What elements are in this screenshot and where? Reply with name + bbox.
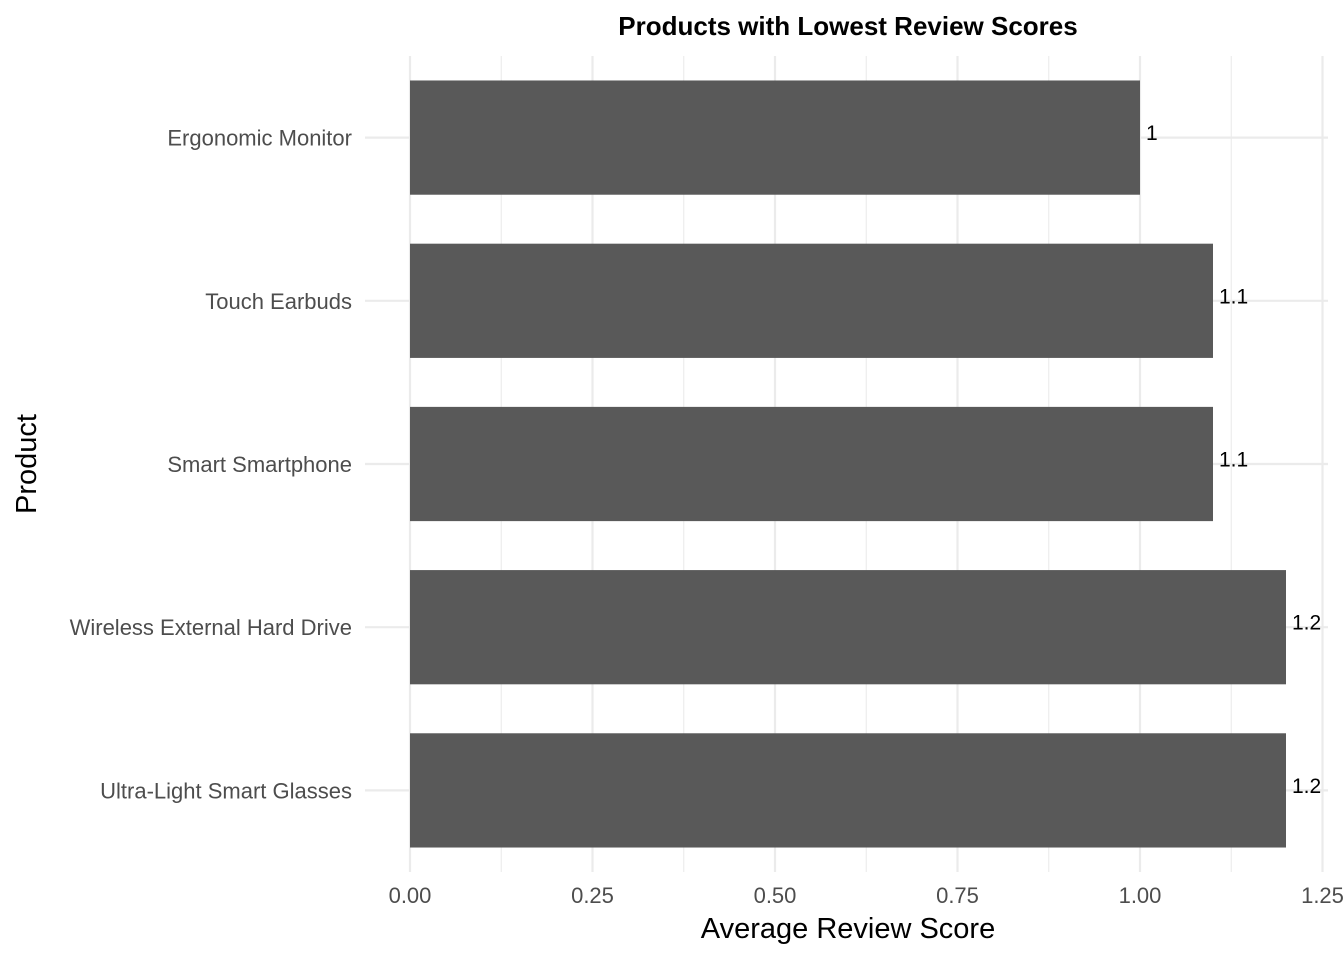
x-tick-label: 0.50	[754, 883, 797, 908]
bar	[410, 733, 1286, 848]
y-axis-title: Product	[11, 414, 43, 514]
bars	[410, 80, 1286, 848]
x-axis-ticks: 0.00 0.25 0.50 0.75 1.00 1.25	[389, 883, 1344, 908]
y-tick-label: Ergonomic Monitor	[167, 126, 352, 151]
bar	[410, 243, 1213, 358]
x-axis-title: Average Review Score	[701, 913, 995, 945]
x-tick-label: 1.25	[1301, 883, 1344, 908]
y-tick-label: Wireless External Hard Drive	[70, 615, 352, 640]
bar	[410, 406, 1213, 522]
bar	[410, 570, 1286, 685]
x-tick-label: 0.25	[571, 883, 614, 908]
y-tick-label: Smart Smartphone	[167, 452, 352, 477]
data-labels: 1 1.1 1.1 1.2 1.2	[1146, 122, 1321, 798]
bar	[410, 80, 1140, 195]
y-axis-ticks: Ergonomic Monitor Touch Earbuds Smart Smar…	[70, 126, 352, 804]
x-tick-label: 0.75	[936, 883, 979, 908]
x-tick-label: 0.00	[389, 883, 432, 908]
bar-value-label: 1.1	[1219, 449, 1248, 472]
chart-title: Products with Lowest Review Scores	[618, 11, 1077, 41]
y-tick-label: Ultra-Light Smart Glasses	[100, 778, 352, 803]
bar-value-label: 1.2	[1292, 775, 1321, 798]
x-tick-label: 1.00	[1119, 883, 1162, 908]
bar-value-label: 1	[1146, 122, 1158, 145]
bar-value-label: 1.2	[1292, 612, 1321, 635]
bar-value-label: 1.1	[1219, 285, 1248, 308]
y-tick-label: Touch Earbuds	[205, 289, 352, 314]
